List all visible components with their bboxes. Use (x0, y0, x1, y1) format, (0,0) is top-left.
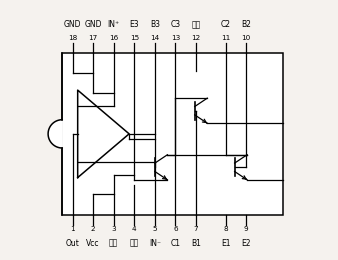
Text: 12: 12 (191, 35, 201, 41)
Text: GND: GND (64, 20, 81, 29)
Text: 增益: 增益 (191, 20, 201, 29)
Text: IN⁻: IN⁻ (149, 239, 161, 248)
Text: 11: 11 (221, 35, 230, 41)
Text: Vcc: Vcc (87, 239, 100, 248)
Text: 6: 6 (173, 226, 178, 232)
Text: B3: B3 (150, 20, 160, 29)
Text: C3: C3 (170, 20, 180, 29)
Text: 4: 4 (132, 226, 137, 232)
Text: 1: 1 (70, 226, 75, 232)
Text: B2: B2 (241, 20, 251, 29)
Text: 5: 5 (152, 226, 157, 232)
Text: C1: C1 (170, 239, 180, 248)
Text: 18: 18 (68, 35, 77, 41)
Text: 15: 15 (130, 35, 139, 41)
Text: 旁路: 旁路 (109, 239, 118, 248)
Text: GND: GND (84, 20, 102, 29)
Text: 7: 7 (194, 226, 198, 232)
Text: 16: 16 (109, 35, 118, 41)
Text: E2: E2 (241, 239, 251, 248)
Text: E3: E3 (129, 20, 139, 29)
Text: 9: 9 (244, 226, 248, 232)
Text: 3: 3 (112, 226, 116, 232)
Text: E1: E1 (221, 239, 230, 248)
Bar (62, 53, 284, 215)
Text: 8: 8 (223, 226, 228, 232)
Text: B1: B1 (191, 239, 201, 248)
Text: 14: 14 (150, 35, 160, 41)
Text: IN⁺: IN⁺ (107, 20, 120, 29)
Text: 13: 13 (171, 35, 180, 41)
Text: 10: 10 (242, 35, 251, 41)
Text: 2: 2 (91, 226, 95, 232)
Text: Out: Out (66, 239, 79, 248)
Text: 增益: 增益 (130, 239, 139, 248)
Polygon shape (48, 120, 62, 148)
Text: C2: C2 (221, 20, 231, 29)
Text: 17: 17 (89, 35, 98, 41)
